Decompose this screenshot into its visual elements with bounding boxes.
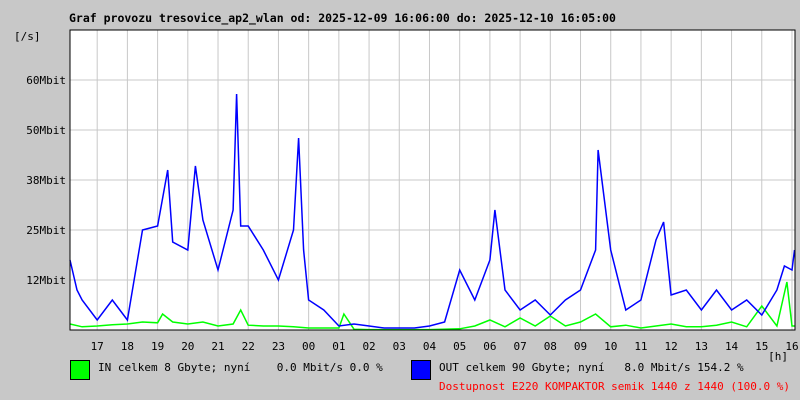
in-legend-swatch: [70, 360, 90, 380]
x-tick-label: 11: [634, 340, 647, 353]
x-tick-label: 07: [513, 340, 526, 353]
out-legend-swatch: [411, 360, 431, 380]
x-tick-label: 19: [151, 340, 164, 353]
chart-title: Graf provozu tresovice_ap2_wlan od: 2025…: [69, 11, 616, 25]
y-axis-unit: [/s]: [14, 30, 41, 43]
x-tick-label: 20: [181, 340, 194, 353]
x-tick-label: 00: [302, 340, 315, 353]
x-tick-label: 17: [91, 340, 104, 353]
x-tick-label: 08: [544, 340, 557, 353]
y-tick-label: 12Mbit: [26, 274, 66, 287]
y-tick-label: 50Mbit: [26, 124, 66, 137]
x-tick-label: 06: [483, 340, 496, 353]
y-tick-label: 38Mbit: [26, 174, 66, 187]
x-tick-label: 09: [574, 340, 587, 353]
out-legend-text: OUT celkem 90 Gbyte; nyní 8.0 Mbit/s 154…: [439, 361, 744, 374]
x-tick-label: 16: [785, 340, 798, 353]
x-tick-label: 12: [665, 340, 678, 353]
x-tick-label: 01: [332, 340, 345, 353]
x-tick-label: 14: [725, 340, 739, 353]
in-legend-text: IN celkem 8 Gbyte; nyní 0.0 Mbit/s 0.0 %: [98, 361, 383, 374]
x-tick-label: 04: [423, 340, 437, 353]
x-tick-label: 10: [604, 340, 617, 353]
x-tick-label: 13: [695, 340, 708, 353]
x-axis-unit: [h]: [768, 350, 788, 363]
x-tick-label: 23: [272, 340, 285, 353]
x-tick-label: 18: [121, 340, 134, 353]
plot-border: [69, 29, 796, 331]
x-tick-label: 15: [755, 340, 768, 353]
x-tick-label: 05: [453, 340, 466, 353]
y-tick-label: 25Mbit: [26, 224, 66, 237]
y-tick-label: 60Mbit: [26, 74, 66, 87]
x-tick-label: 21: [211, 340, 224, 353]
x-tick-label: 03: [393, 340, 406, 353]
x-tick-label: 02: [362, 340, 375, 353]
series-out-line: [69, 93, 796, 329]
x-tick-label: 22: [242, 340, 255, 353]
availability-text: Dostupnost E220 KOMPAKTOR semik 1440 z 1…: [439, 380, 790, 393]
